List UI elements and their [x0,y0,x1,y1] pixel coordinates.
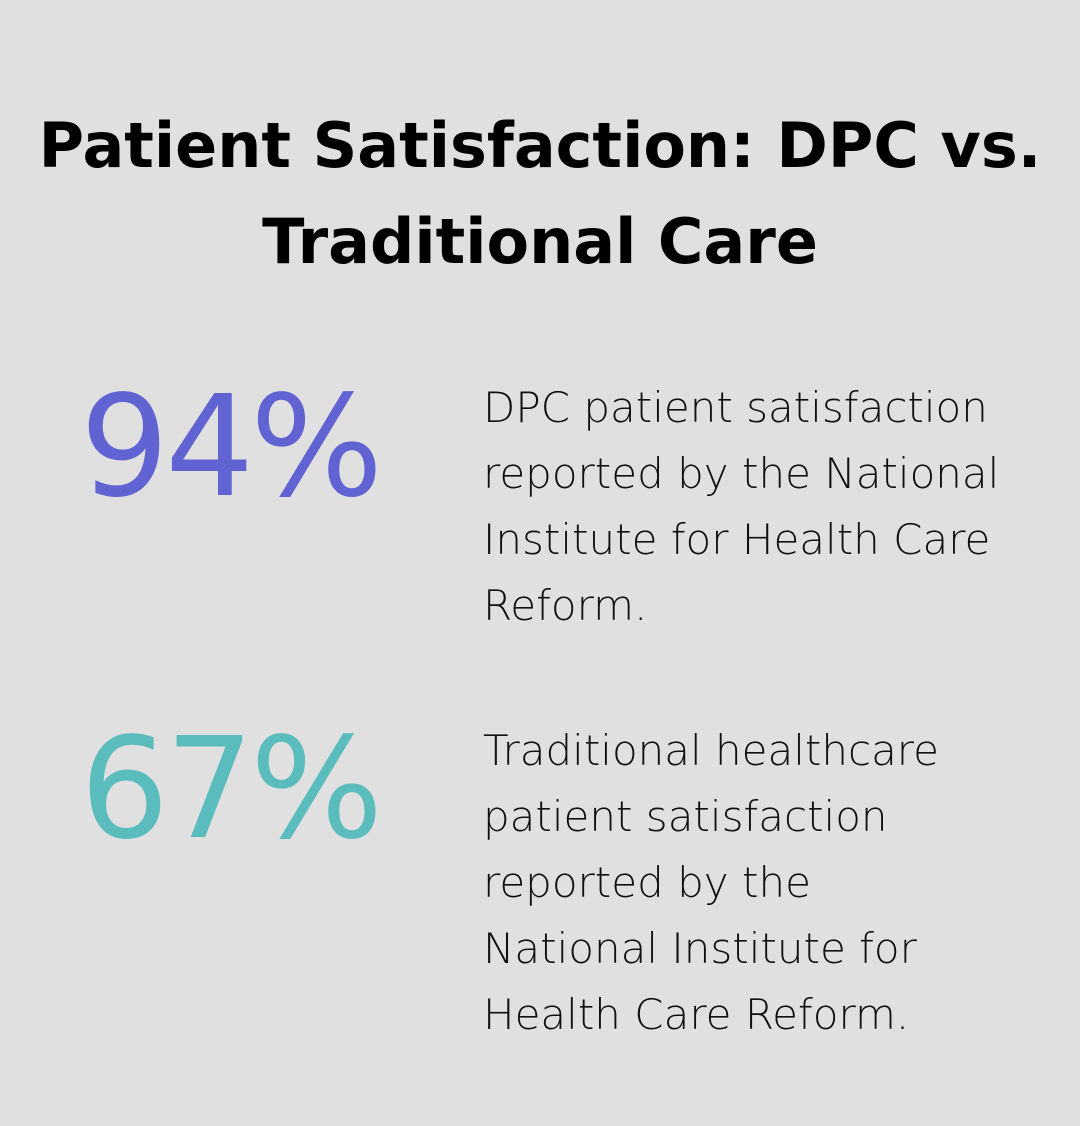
stat-value-dpc: 94% [80,366,383,529]
stat-value-traditional: 67% [80,708,383,871]
stat-description-dpc: DPC patient satisfaction reported by the… [483,383,1000,630]
page-title: Patient Satisfaction: DPC vs. Traditiona… [38,109,1042,278]
stat-description-traditional: Traditional healthcare patient satisfact… [483,726,939,1039]
